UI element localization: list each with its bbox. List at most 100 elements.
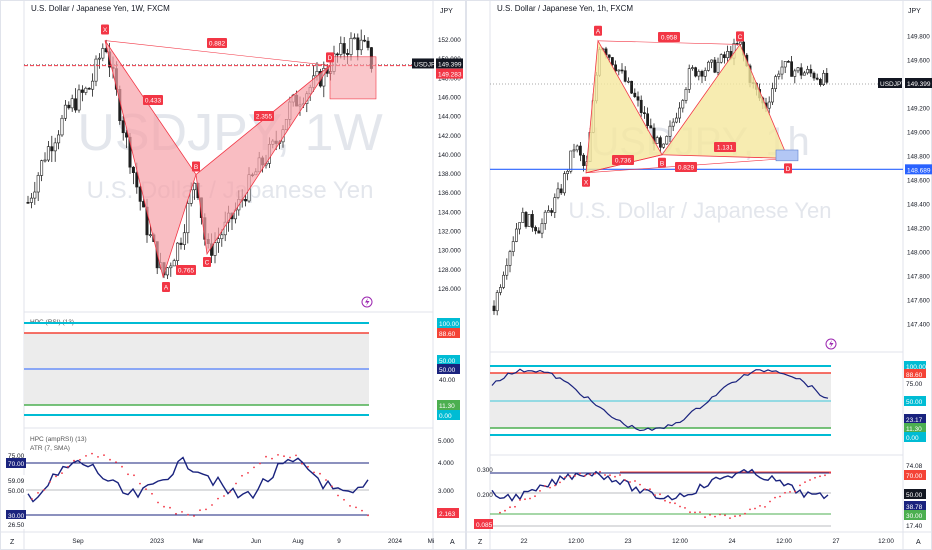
- left-amp-tag-bg: [6, 519, 26, 529]
- left-atr-tick: 4.000: [438, 460, 454, 467]
- right-price-tag-text: 149.399: [907, 81, 931, 88]
- right-atr-dot: [744, 512, 746, 515]
- left-atr-dot: [307, 465, 309, 468]
- left-ratio-bd-bg: [254, 111, 274, 121]
- right-amp-tag-text: 70.00: [906, 473, 923, 480]
- left-time-tick: 9: [337, 538, 341, 545]
- right-point-x: X: [584, 179, 589, 186]
- left-atr-dot: [331, 485, 333, 488]
- right-auto-button[interactable]: A: [916, 539, 921, 546]
- right-atr-dot: [659, 493, 661, 496]
- left-price-tick: 130.000: [438, 248, 461, 255]
- right-atr-dot: [569, 475, 571, 477]
- right-amp-left-tag: 0.085: [474, 519, 493, 529]
- left-atr-dot: [61, 472, 63, 474]
- candle-body: [131, 166, 135, 174]
- candle-body: [713, 59, 717, 73]
- candle-body: [492, 305, 496, 312]
- right-point-b: B: [660, 160, 664, 167]
- right-ratio-bd: 1.131: [717, 145, 734, 152]
- left-amp-line: [27, 456, 369, 503]
- candle-body: [610, 57, 614, 66]
- left-atr-dot: [109, 458, 111, 461]
- right-amp-tag-bg: [904, 501, 926, 511]
- left-zoom-button[interactable]: Z: [10, 539, 15, 546]
- candle-body: [193, 182, 197, 191]
- right-lightning-icon[interactable]: [825, 338, 837, 350]
- right-atr-dot: [594, 472, 596, 475]
- candle-body: [822, 72, 826, 85]
- candle-body: [780, 66, 784, 75]
- candle-body: [620, 69, 624, 72]
- right-atr-dot: [674, 502, 676, 505]
- left-price-tag-text: 149.399: [438, 61, 462, 68]
- left-time-tick: Mar: [193, 538, 204, 545]
- left-atr-dot: [115, 461, 117, 463]
- candle-body: [812, 72, 816, 79]
- candle-body: [213, 242, 217, 256]
- candle-body: [662, 143, 666, 148]
- left-amp-tag-bg: [6, 485, 26, 495]
- left-atr-dot: [199, 509, 201, 512]
- right-rsi-tag-text: 88.60: [906, 372, 923, 379]
- candle-body: [60, 117, 64, 136]
- left-lightning-icon[interactable]: [361, 296, 373, 308]
- left-atr-dot: [247, 472, 249, 474]
- right-amp-left-tick: 0.200: [477, 492, 493, 499]
- right-atr-dot: [539, 490, 541, 492]
- right-rsi-tag-bg: [904, 361, 926, 371]
- left-rsi-tag: 40.00: [437, 374, 460, 384]
- left-amp-tag-text: 26.50: [8, 522, 25, 529]
- left-symbol-tag-bg: [412, 58, 434, 69]
- right-atr-dot: [529, 497, 531, 500]
- candle-body: [527, 214, 531, 227]
- candle-body: [809, 69, 813, 74]
- left-point-d: D: [328, 55, 333, 62]
- left-atr-dot: [217, 497, 219, 500]
- candle-body: [790, 61, 794, 77]
- right-atr-dot: [604, 474, 606, 476]
- candle-body: [665, 135, 669, 145]
- left-atr-dot: [349, 505, 351, 507]
- left-rsi-tag-text: 50.00: [439, 367, 456, 374]
- right-chart-title: U.S. Dollar / Japanese Yen, 1h, FXCM: [497, 4, 634, 13]
- right-atr-dot: [694, 511, 696, 514]
- right-atr-dot: [574, 475, 576, 477]
- candle-body: [46, 146, 50, 161]
- candle-body: [57, 134, 61, 144]
- left-atr-dot: [271, 457, 273, 460]
- right-zoom-button[interactable]: Z: [478, 539, 483, 546]
- candle-body: [77, 89, 81, 111]
- candle-body: [556, 188, 560, 198]
- right-atr-dot: [689, 511, 691, 514]
- candle-body: [815, 77, 819, 80]
- right-price-tick: 148.200: [907, 226, 930, 233]
- left-atr-dot: [253, 466, 255, 469]
- left-amp-tag: 59.09: [6, 475, 26, 485]
- left-ratio-xb: 0.433: [145, 98, 162, 105]
- left-atr-dot: [259, 462, 261, 465]
- left-price-tick: 140.000: [438, 152, 461, 159]
- right-atr-dot: [754, 507, 756, 510]
- left-atr-dot: [67, 465, 69, 468]
- candle-body: [53, 142, 57, 152]
- right-point-d: D: [786, 166, 791, 173]
- right-amp-tag-text: 74.08: [906, 463, 923, 470]
- left-auto-button[interactable]: A: [450, 539, 455, 546]
- candle-body: [498, 287, 502, 293]
- left-amp-tag-bg: [6, 510, 26, 520]
- candle-body: [690, 67, 694, 69]
- candle-body: [777, 73, 781, 77]
- candle-body: [617, 69, 621, 72]
- candle-body: [678, 107, 682, 119]
- right-time-tick: 12:00: [776, 538, 792, 545]
- left-atr-dot: [145, 488, 147, 490]
- left-target-tag-bg: [436, 68, 463, 79]
- right-rsi-tag-bg: [904, 396, 926, 406]
- right-atr-dot: [734, 515, 736, 518]
- right-atr-dot: [534, 495, 536, 498]
- left-price-tick: 138.000: [438, 171, 461, 178]
- candle-body: [722, 54, 726, 59]
- candle-body: [244, 198, 248, 202]
- right-price-tick: 148.800: [907, 154, 930, 161]
